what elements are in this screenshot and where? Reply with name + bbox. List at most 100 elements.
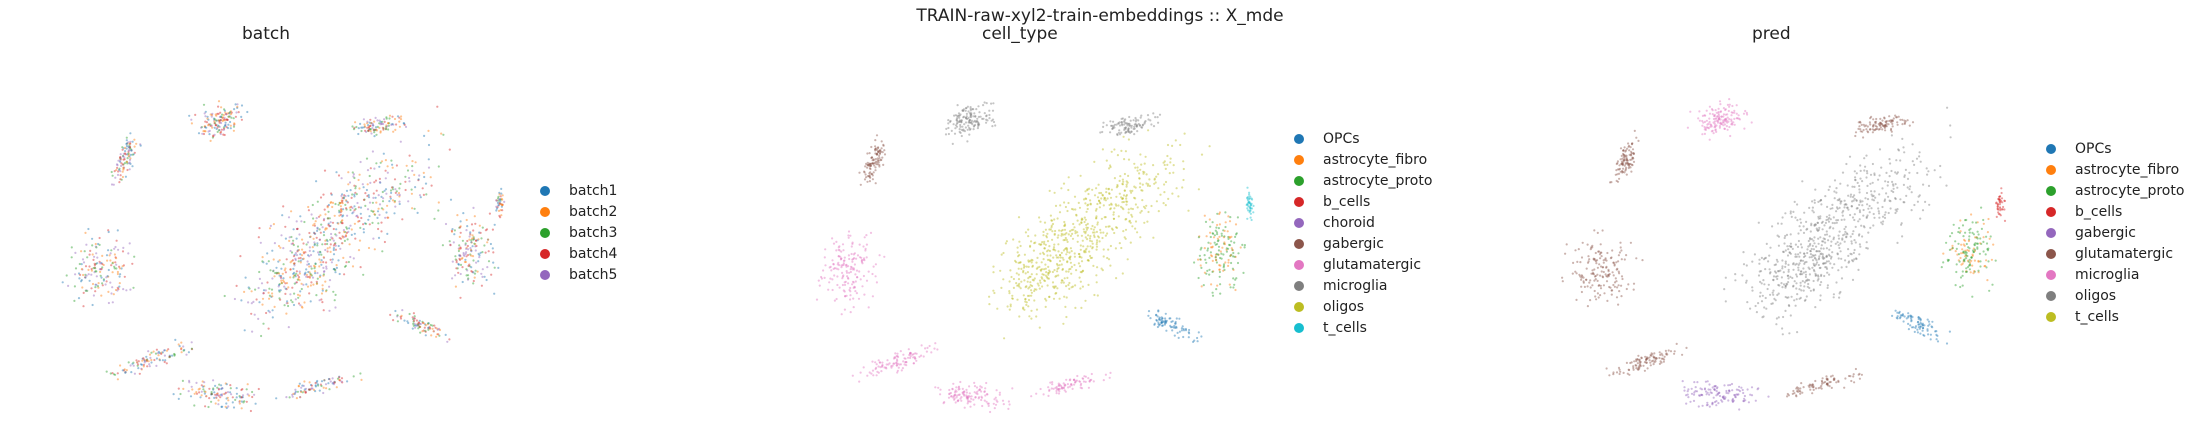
scatter-point xyxy=(322,231,325,234)
scatter-point xyxy=(1887,123,1890,126)
scatter-point xyxy=(497,204,500,207)
scatter-point xyxy=(1899,159,1902,162)
scatter-point xyxy=(295,281,298,284)
scatter-point xyxy=(312,224,315,227)
scatter-point xyxy=(329,258,332,261)
scatter-point xyxy=(294,252,297,255)
scatter-point xyxy=(992,289,995,292)
scatter-point xyxy=(962,116,965,119)
scatter-point xyxy=(1896,123,1899,126)
scatter-point xyxy=(869,167,872,171)
scatter-point xyxy=(1919,160,1922,163)
scatter-point xyxy=(115,163,119,166)
scatter-point xyxy=(1108,192,1111,195)
scatter-point xyxy=(322,386,325,389)
scatter-point xyxy=(835,240,838,243)
scatter-point xyxy=(319,251,322,254)
scatter-point xyxy=(499,216,502,219)
scatter-point xyxy=(1724,276,1727,279)
scatter-point xyxy=(1157,121,1160,124)
scatter-point xyxy=(1865,241,1868,244)
scatter-point xyxy=(847,282,850,285)
scatter-point xyxy=(387,122,390,125)
scatter-point xyxy=(1622,159,1625,162)
scatter-point xyxy=(470,239,473,242)
scatter-point xyxy=(1065,247,1069,250)
scatter-point xyxy=(970,114,973,117)
scatter-point xyxy=(1927,184,1931,187)
scatter-point xyxy=(1784,295,1787,299)
scatter-point xyxy=(1234,288,1237,292)
scatter-point xyxy=(1759,291,1762,294)
scatter-point xyxy=(121,170,124,173)
scatter-point xyxy=(90,269,93,272)
scatter-point xyxy=(203,125,206,128)
scatter-point xyxy=(1822,262,1825,265)
scatter-point xyxy=(132,286,135,289)
scatter-point xyxy=(465,274,468,277)
scatter-point xyxy=(853,263,857,266)
scatter-point xyxy=(1858,120,1862,123)
scatter-point xyxy=(1043,247,1046,250)
scatter-point xyxy=(279,246,282,249)
scatter-point xyxy=(1792,284,1795,287)
scatter-point xyxy=(1197,276,1200,280)
scatter-point xyxy=(105,254,109,257)
scatter-point xyxy=(868,152,871,155)
scatter-point xyxy=(335,386,338,389)
scatter-point xyxy=(1078,206,1082,209)
scatter-point xyxy=(1894,197,1897,200)
scatter-point xyxy=(231,396,234,399)
scatter-point xyxy=(1808,286,1811,290)
scatter-point xyxy=(1118,124,1122,127)
scatter-point xyxy=(287,326,290,329)
scatter-point xyxy=(1801,180,1804,183)
scatter-point xyxy=(347,171,350,174)
scatter-point xyxy=(1208,273,1211,276)
scatter-point xyxy=(1048,295,1051,298)
scatter-point xyxy=(1976,246,1979,249)
scatter-point xyxy=(1926,318,1929,321)
scatter-point xyxy=(393,201,396,204)
scatter-point xyxy=(126,162,129,165)
scatter-point xyxy=(319,261,322,264)
scatter-point xyxy=(954,127,957,130)
scatter-point xyxy=(1133,125,1136,128)
scatter-point xyxy=(261,256,264,259)
scatter-point xyxy=(1117,215,1120,218)
scatter-point xyxy=(406,320,409,323)
scatter-point xyxy=(1970,213,1973,216)
scatter-point xyxy=(1068,251,1071,254)
scatter-point xyxy=(872,265,875,268)
scatter-point xyxy=(1217,253,1220,256)
scatter-point xyxy=(1806,251,1809,255)
scatter-point xyxy=(1814,223,1817,226)
scatter-point xyxy=(320,259,323,262)
scatter-point xyxy=(457,262,460,266)
scatter-point xyxy=(225,406,228,410)
scatter-point xyxy=(845,263,848,266)
scatter-point xyxy=(1951,246,1954,250)
scatter-point xyxy=(1858,243,1861,246)
scatter-point xyxy=(1219,256,1222,260)
scatter-point xyxy=(1199,258,1202,261)
scatter-point xyxy=(278,290,281,293)
scatter-point xyxy=(1787,268,1790,271)
scatter-point xyxy=(1865,216,1868,219)
scatter-point xyxy=(1880,166,1883,169)
scatter-point xyxy=(1967,246,1970,249)
scatter-point xyxy=(1022,271,1025,274)
scatter-point xyxy=(418,325,421,329)
scatter-point xyxy=(232,117,235,120)
scatter-point xyxy=(1043,221,1047,224)
scatter-point xyxy=(250,290,253,293)
scatter-point xyxy=(995,389,998,392)
scatter-point xyxy=(213,122,216,125)
scatter-point xyxy=(1845,265,1848,268)
scatter-point xyxy=(1029,244,1032,247)
scatter-point xyxy=(492,251,495,254)
scatter-point xyxy=(338,201,341,204)
scatter-point xyxy=(1865,170,1869,173)
scatter-point xyxy=(1123,119,1126,122)
scatter-point xyxy=(1124,131,1127,135)
